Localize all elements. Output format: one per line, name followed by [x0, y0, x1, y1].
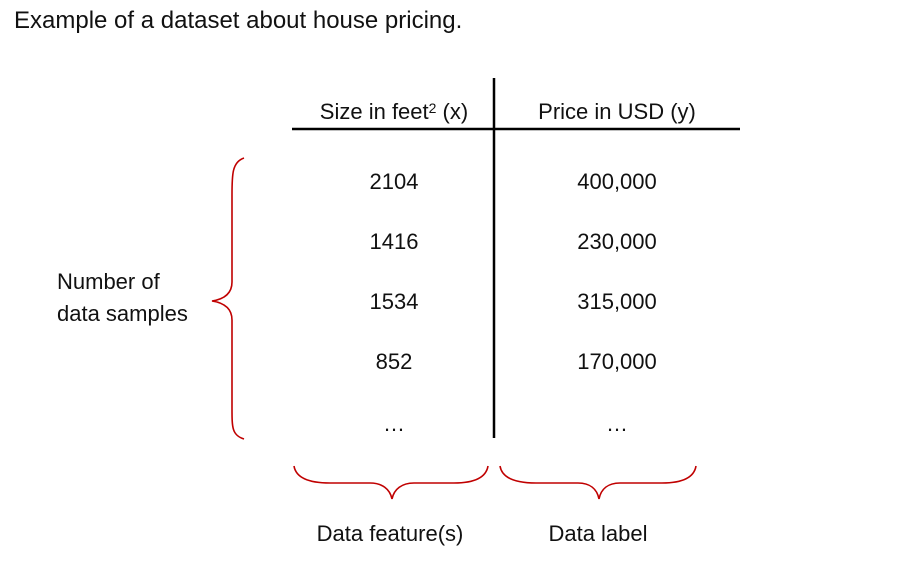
feature-cell: 2104: [369, 169, 419, 194]
label-cell: 315,000: [577, 289, 657, 314]
feature-brace-icon: [293, 465, 489, 500]
feature-cell: 852: [375, 349, 413, 374]
label-cell: 170,000: [577, 349, 657, 374]
label-cell: 230,000: [577, 229, 657, 254]
feature-column-header: Size in feet2 (x): [319, 99, 469, 124]
page-title: Example of a dataset about house pricing…: [14, 7, 463, 34]
label-ellipsis: …: [606, 411, 628, 436]
rows-brace-label-line2: data samples: [57, 301, 188, 326]
feature-ellipsis: …: [383, 411, 405, 436]
rows-brace-label: Number of data samples: [57, 266, 188, 330]
label-brace-label: Data label: [548, 521, 648, 546]
label-brace-icon: [499, 465, 697, 500]
feature-brace-label: Data feature(s): [316, 521, 464, 546]
rows-brace-icon: [211, 157, 245, 440]
feature-cell: 1416: [369, 229, 419, 254]
rows-brace-label-line1: Number of: [57, 269, 160, 294]
feature-cell: 1534: [369, 289, 419, 314]
label-cell: 400,000: [577, 169, 657, 194]
label-column-header: Price in USD (y): [538, 99, 696, 124]
